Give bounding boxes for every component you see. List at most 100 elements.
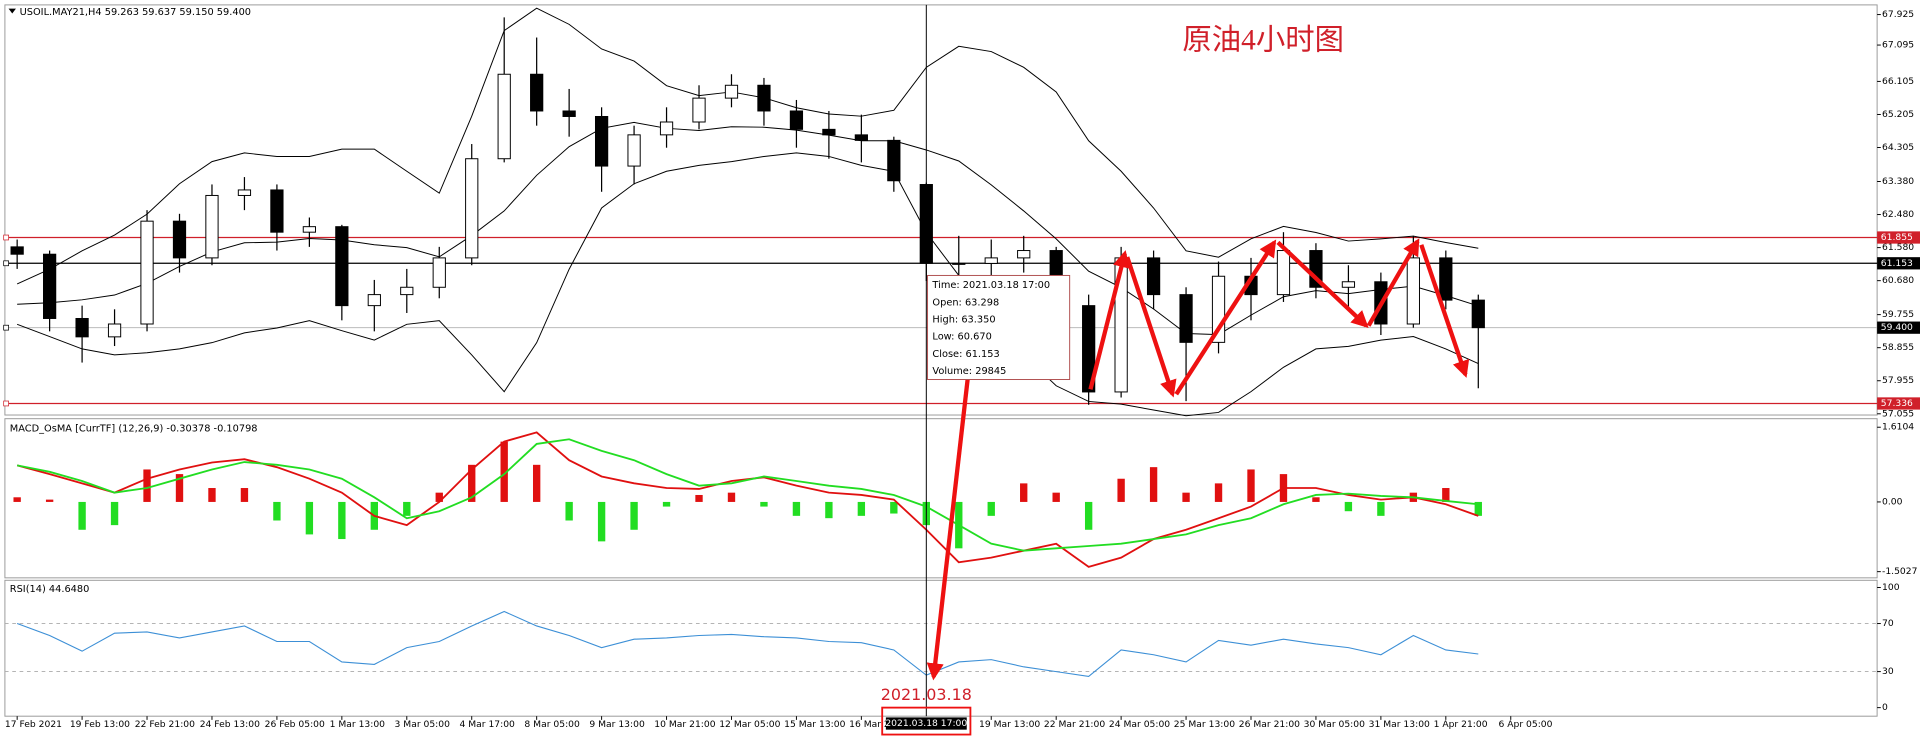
histogram-bar <box>1214 483 1223 502</box>
price-panel <box>4 4 1878 416</box>
price-label: 61.153 <box>1881 258 1913 269</box>
candle-body <box>1179 294 1193 343</box>
x-tick-label: 22 Mar 21:00 <box>1044 719 1105 730</box>
x-tick-label: 16 Mar 21:00 <box>849 719 910 730</box>
candle-body <box>75 317 89 338</box>
histogram-bar <box>403 501 411 516</box>
macd-title: MACD_OsMA [CurrTF] (12,26,9) -0.30378 -0… <box>10 423 258 434</box>
menu-triangle <box>8 8 16 14</box>
histogram-bar <box>338 501 346 540</box>
histogram-bar <box>1149 467 1158 502</box>
bollinger-band <box>16 152 1479 417</box>
histogram-bar <box>792 501 801 516</box>
y-tick-label: 59.755 <box>1882 309 1914 320</box>
arrow <box>1276 240 1369 329</box>
arrow <box>1174 239 1277 396</box>
histogram-bar <box>1247 469 1255 502</box>
candle-body <box>400 286 414 296</box>
price-label: 59.400 <box>1881 322 1913 333</box>
price-label-box <box>1877 397 1920 410</box>
x-tick-label: 1 Apr 21:00 <box>1434 719 1488 730</box>
y-tick-label: 1.6104 <box>1882 422 1914 433</box>
x-tick-label: 19 Feb 13:00 <box>70 719 130 730</box>
x-tick-label: 9 Mar 13:00 <box>589 719 645 730</box>
candle-body <box>887 139 901 182</box>
histogram-bar <box>1312 497 1320 502</box>
tooltip-line: High: 63.350 <box>932 315 995 326</box>
tooltip-line: Close: 61.153 <box>932 349 999 360</box>
x-tick-label: 10 Mar 21:00 <box>654 719 715 730</box>
candle-body <box>172 220 187 259</box>
histogram-bar <box>1474 501 1482 516</box>
y-tick-label: 66.105 <box>1882 76 1914 87</box>
candle-body <box>335 226 349 307</box>
histogram-bar <box>597 501 606 542</box>
candle-body <box>1082 305 1096 393</box>
candle-body <box>692 97 706 123</box>
price-label-box <box>1877 231 1920 244</box>
y-tick-label: 57.955 <box>1882 375 1914 386</box>
crosshair-label-box <box>885 717 967 730</box>
y-tick-label: 57.055 <box>1882 408 1914 419</box>
candle-body <box>659 121 674 136</box>
rsi-line <box>16 610 1479 677</box>
candle-body <box>1439 257 1453 301</box>
x-tick-label: 4 Mar 17:00 <box>459 719 515 730</box>
candle-body <box>562 110 576 117</box>
annotation: 原油4小时图 <box>1182 24 1344 57</box>
chart-title: USOIL.MAY21,H4 59.263 59.637 59.150 59.4… <box>20 7 251 18</box>
x-tick-label: 17 Feb 2021 <box>5 719 62 730</box>
tooltip-box <box>927 274 1071 381</box>
tooltip-line: Open: 63.298 <box>932 297 999 308</box>
histogram-bar <box>565 501 573 521</box>
crosshair-label: 2021.03.18 17:00 <box>885 718 967 729</box>
candle-body <box>789 110 804 130</box>
x-tick-label: 22 Feb 21:00 <box>135 719 195 730</box>
x-tick-label: 15 Mar 13:00 <box>784 719 845 730</box>
price-label: 61.855 <box>1881 232 1913 243</box>
drawn-arrows <box>926 238 1470 681</box>
candle-body <box>757 84 771 112</box>
x-tick-label: 12 Mar 05:00 <box>719 719 780 730</box>
y-tick-label: 64.305 <box>1882 142 1914 153</box>
y-tick-label: 67.095 <box>1882 40 1914 51</box>
histogram-bar <box>825 501 833 519</box>
x-tick-label: 26 Mar 21:00 <box>1239 719 1300 730</box>
y-tick-label: 0 <box>1882 702 1888 713</box>
histogram-bar <box>1020 483 1028 502</box>
x-tick-label: 8 Mar 05:00 <box>524 719 580 730</box>
y-tick-label: 62.480 <box>1882 209 1914 220</box>
tooltip: Time: 2021.03.18 17:00 Open: 63.298 High… <box>927 274 1071 381</box>
candle-body <box>1406 257 1420 325</box>
x-tick-label: 19 Mar 13:00 <box>979 719 1040 730</box>
histogram-bar <box>110 501 119 526</box>
candle-body <box>497 73 511 160</box>
rsi-panel <box>4 579 1878 717</box>
histogram-bar <box>305 501 314 535</box>
x-tick-label: 6 Apr 05:00 <box>1499 719 1553 730</box>
candle-body <box>270 189 284 233</box>
bollinger-band <box>16 7 1479 285</box>
y-tick-label: 65.205 <box>1882 109 1914 120</box>
candle-body <box>107 323 122 338</box>
histogram-bar <box>273 501 281 521</box>
price-marker <box>3 260 9 267</box>
y-tick-label: 67.925 <box>1882 9 1914 20</box>
histogram-bar <box>532 464 541 502</box>
rsi-title: RSI(14) 44.6480 <box>10 584 90 595</box>
x-tick-label: 31 Mar 13:00 <box>1369 719 1430 730</box>
candle-body <box>43 253 57 319</box>
x-tick-label: 25 Mar 13:00 <box>1174 719 1235 730</box>
histogram-bar <box>1182 492 1190 502</box>
histogram-bar <box>175 474 184 502</box>
candle-body <box>854 134 868 141</box>
histogram-bar <box>987 501 995 516</box>
macd-panel <box>4 418 1878 579</box>
histogram-bar <box>143 469 151 502</box>
arrow-label: 2021.03.18 <box>881 685 972 704</box>
candle-body <box>627 134 641 167</box>
y-tick-label: 100 <box>1882 582 1900 593</box>
arrow <box>1366 238 1420 327</box>
x-tick-label: 3 Mar 05:00 <box>395 719 451 730</box>
histogram-bar <box>1117 478 1125 502</box>
